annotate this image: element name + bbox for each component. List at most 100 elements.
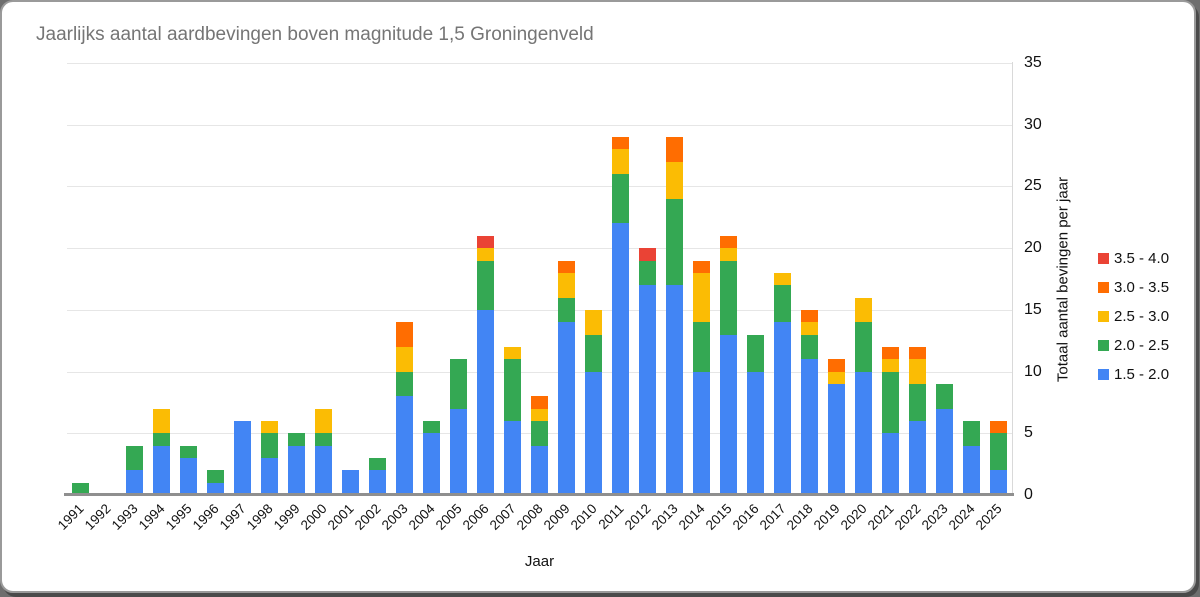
bar-segment-2022-3.0-3.5[interactable] (909, 346, 926, 360)
bar-segment-2016-2.0-2.5[interactable] (747, 334, 764, 372)
bar-segment-1993-1.5-2.0[interactable] (126, 470, 143, 495)
bar-segment-1997-1.5-2.0[interactable] (234, 420, 251, 495)
bar-segment-1998-1.5-2.0[interactable] (261, 457, 278, 495)
bar-segment-2000-2.0-2.5[interactable] (315, 433, 332, 446)
bar-segment-2020-1.5-2.0[interactable] (855, 371, 872, 495)
bar-segment-1995-1.5-2.0[interactable] (180, 457, 197, 495)
bar-segment-2005-2.0-2.5[interactable] (450, 359, 467, 409)
bar-segment-2013-2.0-2.5[interactable] (666, 198, 683, 286)
bar-segment-2000-2.5-3.0[interactable] (315, 408, 332, 434)
bar-segment-1994-2.0-2.5[interactable] (153, 433, 170, 446)
bar-segment-2014-2.0-2.5[interactable] (693, 322, 710, 372)
bar-segment-1998-2.5-3.0[interactable] (261, 420, 278, 434)
bar-segment-2007-1.5-2.0[interactable] (504, 420, 521, 495)
bar-segment-2019-1.5-2.0[interactable] (828, 383, 845, 495)
bar-segment-2014-1.5-2.0[interactable] (693, 371, 710, 495)
bar-segment-2023-1.5-2.0[interactable] (936, 408, 953, 495)
legend-item-2.0-2.5[interactable]: 2.0 - 2.5 (1098, 337, 1169, 354)
bar-segment-2019-3.0-3.5[interactable] (828, 359, 845, 372)
legend-item-1.5-2.0[interactable]: 1.5 - 2.0 (1098, 366, 1169, 383)
bar-segment-2012-1.5-2.0[interactable] (639, 285, 656, 495)
bar-segment-2021-2.5-3.0[interactable] (882, 359, 899, 372)
bar-segment-2006-2.5-3.0[interactable] (477, 248, 494, 261)
bar-segment-1996-2.0-2.5[interactable] (207, 470, 224, 483)
bar-segment-2019-2.5-3.0[interactable] (828, 371, 845, 384)
bar-segment-2006-1.5-2.0[interactable] (477, 309, 494, 495)
bar-segment-2015-1.5-2.0[interactable] (720, 334, 737, 495)
bar-segment-1999-1.5-2.0[interactable] (288, 445, 305, 495)
bar-segment-2004-1.5-2.0[interactable] (423, 433, 440, 495)
bar-segment-2013-1.5-2.0[interactable] (666, 285, 683, 495)
bar-segment-2013-2.5-3.0[interactable] (666, 161, 683, 199)
bar-segment-1994-1.5-2.0[interactable] (153, 445, 170, 495)
bar-segment-2021-1.5-2.0[interactable] (882, 433, 899, 495)
bar-segment-2011-1.5-2.0[interactable] (612, 223, 629, 495)
bar-segment-2003-2.5-3.0[interactable] (396, 346, 413, 372)
bar-segment-2014-2.5-3.0[interactable] (693, 272, 710, 323)
legend-item-2.5-3.0[interactable]: 2.5 - 3.0 (1098, 308, 1169, 325)
bar-segment-2008-2.0-2.5[interactable] (531, 420, 548, 446)
bar-segment-2022-1.5-2.0[interactable] (909, 420, 926, 495)
bar-segment-2008-2.5-3.0[interactable] (531, 408, 548, 421)
bar-segment-2025-2.0-2.5[interactable] (990, 433, 1007, 471)
bar-segment-2025-3.0-3.5[interactable] (990, 420, 1007, 434)
bar-segment-2008-3.0-3.5[interactable] (531, 396, 548, 409)
bar-segment-2021-2.0-2.5[interactable] (882, 371, 899, 434)
bar-segment-2011-2.5-3.0[interactable] (612, 149, 629, 175)
bar-segment-2017-2.0-2.5[interactable] (774, 285, 791, 323)
bar-segment-2012-2.0-2.5[interactable] (639, 260, 656, 286)
bar-segment-1999-2.0-2.5[interactable] (288, 433, 305, 446)
bar-segment-2022-2.0-2.5[interactable] (909, 383, 926, 421)
bar-segment-2001-1.5-2.0[interactable] (342, 470, 359, 495)
bar-segment-2003-3.0-3.5[interactable] (396, 322, 413, 347)
bar-segment-2009-2.0-2.5[interactable] (558, 297, 575, 323)
bar-segment-2010-2.0-2.5[interactable] (585, 334, 602, 372)
bar-segment-2024-2.0-2.5[interactable] (963, 420, 980, 446)
legend-item-3.5-4.0[interactable]: 3.5 - 4.0 (1098, 250, 1169, 267)
bar-segment-2024-1.5-2.0[interactable] (963, 445, 980, 495)
bar-segment-2009-2.5-3.0[interactable] (558, 272, 575, 298)
bar-segment-2002-1.5-2.0[interactable] (369, 470, 386, 495)
bar-segment-2018-1.5-2.0[interactable] (801, 359, 818, 495)
bar-segment-2007-2.0-2.5[interactable] (504, 359, 521, 421)
bar-segment-2018-3.0-3.5[interactable] (801, 309, 818, 323)
bar-segment-1996-1.5-2.0[interactable] (207, 482, 224, 495)
bar-segment-2008-1.5-2.0[interactable] (531, 445, 548, 495)
bar-segment-2007-2.5-3.0[interactable] (504, 346, 521, 360)
bar-segment-1994-2.5-3.0[interactable] (153, 408, 170, 434)
bar-segment-2015-3.0-3.5[interactable] (720, 235, 737, 249)
bar-segment-2010-1.5-2.0[interactable] (585, 371, 602, 495)
bar-segment-2015-2.0-2.5[interactable] (720, 260, 737, 335)
bar-segment-2009-3.0-3.5[interactable] (558, 260, 575, 273)
bar-segment-2006-3.5-4.0[interactable] (477, 235, 494, 249)
bar-segment-2003-2.0-2.5[interactable] (396, 371, 413, 397)
bar-segment-2012-3.5-4.0[interactable] (639, 248, 656, 261)
bar-segment-2013-3.0-3.5[interactable] (666, 137, 683, 162)
bar-segment-2022-2.5-3.0[interactable] (909, 359, 926, 384)
bar-segment-1991-2.0-2.5[interactable] (72, 482, 89, 495)
bar-segment-2009-1.5-2.0[interactable] (558, 322, 575, 495)
bar-segment-2016-1.5-2.0[interactable] (747, 371, 764, 495)
bar-segment-2002-2.0-2.5[interactable] (369, 458, 386, 471)
bar-segment-2020-2.0-2.5[interactable] (855, 322, 872, 372)
bar-segment-1998-2.0-2.5[interactable] (261, 433, 278, 458)
bar-segment-1993-2.0-2.5[interactable] (126, 445, 143, 471)
bar-segment-2003-1.5-2.0[interactable] (396, 396, 413, 495)
bar-segment-2025-1.5-2.0[interactable] (990, 470, 1007, 495)
bar-segment-2017-2.5-3.0[interactable] (774, 272, 791, 286)
legend-item-3.0-3.5[interactable]: 3.0 - 3.5 (1098, 279, 1169, 296)
bar-segment-2006-2.0-2.5[interactable] (477, 260, 494, 310)
bar-segment-2011-2.0-2.5[interactable] (612, 174, 629, 224)
bar-segment-2017-1.5-2.0[interactable] (774, 322, 791, 495)
bar-segment-2020-2.5-3.0[interactable] (855, 297, 872, 323)
bar-segment-2023-2.0-2.5[interactable] (936, 383, 953, 409)
bar-segment-2011-3.0-3.5[interactable] (612, 137, 629, 150)
bar-segment-2000-1.5-2.0[interactable] (315, 445, 332, 495)
bar-segment-2010-2.5-3.0[interactable] (585, 309, 602, 335)
bar-segment-2004-2.0-2.5[interactable] (423, 420, 440, 434)
bar-segment-2018-2.5-3.0[interactable] (801, 322, 818, 335)
bar-segment-2015-2.5-3.0[interactable] (720, 248, 737, 261)
bar-segment-2005-1.5-2.0[interactable] (450, 408, 467, 495)
bar-segment-1995-2.0-2.5[interactable] (180, 445, 197, 458)
bar-segment-2021-3.0-3.5[interactable] (882, 346, 899, 360)
